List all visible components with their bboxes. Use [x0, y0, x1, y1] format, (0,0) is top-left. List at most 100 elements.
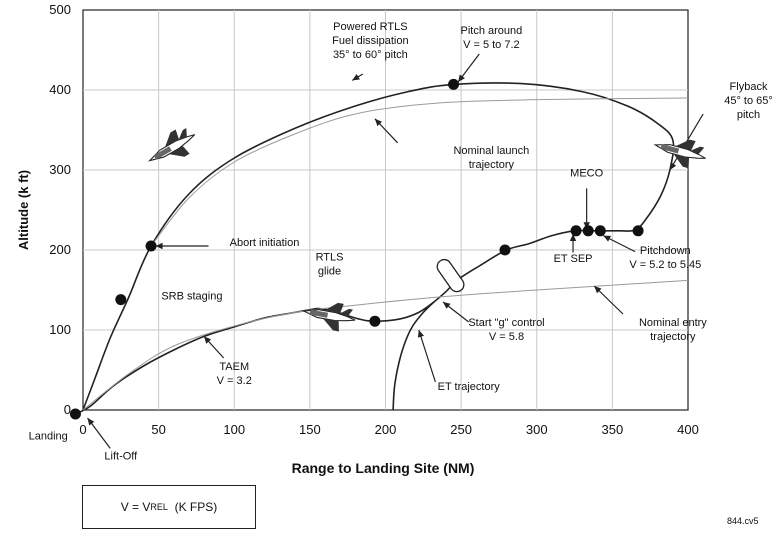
orbiter-bay [660, 144, 680, 154]
orbiter-bay [309, 309, 329, 318]
orbiter-wing [675, 139, 696, 151]
leader-arrowhead [374, 118, 382, 127]
legend-unit: (K FPS) [174, 500, 218, 514]
annotation-line: Flyback [730, 81, 768, 93]
annotation-label: ET trajectory [438, 381, 501, 393]
annotation-line: V = 5.8 [489, 331, 524, 343]
x-tick-label: 250 [450, 422, 472, 437]
leader-arrowhead [603, 235, 611, 242]
event-marker [145, 240, 157, 252]
annotation-label: TAEM V = 3.2 [217, 361, 252, 387]
leader-arrowhead [669, 162, 677, 170]
x-tick-label: 150 [299, 422, 321, 437]
series-line-nominal-entry [82, 279, 689, 411]
annotation-label: Lift-Off [104, 451, 138, 463]
orbiter-tail [178, 127, 187, 140]
x-tick-label: 300 [526, 422, 548, 437]
annotation-label: Start "g" control V = 5.8 [468, 317, 544, 343]
leader-arrowhead [204, 336, 212, 344]
annotation-label: ET SEP [554, 253, 593, 265]
x-tick-label: 100 [223, 422, 245, 437]
annotation-label: Powered RTLS Fuel dissipation 35° to 60° p… [332, 21, 408, 61]
annotation-line: Landing [29, 431, 68, 443]
y-tick-label: 0 [64, 402, 71, 417]
event-marker [570, 225, 582, 237]
annotation-line: Start "g" control [468, 317, 544, 329]
annotation-label: MECO [570, 167, 603, 179]
x-tick-label: 200 [375, 422, 397, 437]
annotation-labels: Powered RTLS Fuel dissipation 35° to 60° p… [29, 21, 773, 463]
event-marker [115, 294, 127, 306]
annotation-line: glide [318, 265, 341, 277]
event-marker [448, 78, 460, 90]
series-line-powered [82, 82, 675, 411]
annotation-line: V = 3.2 [217, 375, 252, 387]
x-tick-label: 400 [677, 422, 699, 437]
annotation-label: Landing [29, 431, 68, 443]
x-tick-label: 350 [602, 422, 624, 437]
annotation-line: Nominal entry [639, 317, 707, 329]
series-line-glide [75, 307, 318, 415]
event-markers [69, 78, 644, 420]
figure-id: 844.cv5 [727, 516, 759, 526]
annotation-label: Nominal launch trajectory [453, 145, 529, 171]
leader-arrowhead [87, 418, 95, 426]
annotation-line: TAEM [219, 361, 249, 373]
y-tick-label: 500 [49, 2, 71, 17]
event-marker [582, 225, 594, 237]
axes: 0 50 100 150 200 250 300 350 400 0 100 200 300 400 500 [49, 2, 699, 437]
event-marker [369, 315, 381, 327]
annotation-label: Pitch around V = 5 to 7.2 [460, 25, 522, 51]
annotation-line: trajectory [650, 331, 696, 343]
annotation-line: Nominal launch [453, 145, 529, 157]
leader-arrowhead [443, 302, 451, 309]
orbiter-wing [324, 302, 344, 314]
orbiter-wing [673, 153, 690, 169]
orbiter-icon [653, 139, 706, 169]
event-marker [499, 244, 511, 256]
legend-subscript: REL [150, 502, 168, 512]
y-tick-label: 400 [49, 82, 71, 97]
annotation-line: trajectory [469, 159, 515, 171]
annotation-line: Fuel dissipation [332, 35, 408, 47]
annotation-line: ET SEP [554, 253, 593, 265]
annotation-line: Pitchdown [640, 245, 691, 257]
series-line-nominal-launch [150, 97, 689, 247]
leader-arrowhead [458, 74, 465, 82]
annotation-line: Powered RTLS [333, 21, 407, 33]
annotation-label: SRB staging [161, 291, 222, 303]
y-axis-label: Altitude (k ft) [16, 170, 31, 250]
annotation-line: ET trajectory [438, 381, 501, 393]
leader-line [418, 329, 436, 383]
annotation-line: SRB staging [161, 291, 222, 303]
annotation-line: 35° to 60° pitch [333, 49, 408, 61]
orbiter-wing [165, 129, 179, 148]
annotation-line: pitch [737, 109, 760, 121]
orbiter-bay [153, 146, 172, 160]
x-tick-label: 50 [151, 422, 165, 437]
vehicle-icons [147, 127, 706, 332]
annotation-line: Pitch around [460, 25, 522, 37]
orbiter-icon [147, 127, 196, 162]
orbiter-icon [301, 302, 356, 332]
annotation-label: Pitchdown V = 5.2 to 5.45 [629, 245, 701, 271]
x-axis-label: Range to Landing Site (NM) [292, 460, 475, 476]
legend-box: V = V REL (K FPS) [82, 485, 256, 529]
annotation-line: MECO [570, 167, 603, 179]
annotation-leaders [87, 53, 704, 449]
annotation-label: RTLS glide [316, 251, 344, 277]
event-marker [69, 408, 81, 420]
orbiter-tail [691, 146, 705, 155]
legend-velocity-label: V = V [120, 500, 151, 514]
external-tank-icon [436, 258, 465, 293]
annotation-label: Nominal entry trajectory [639, 317, 707, 343]
annotation-line: V = 5.2 to 5.45 [629, 259, 701, 271]
event-marker [632, 225, 644, 237]
external-tank-body [436, 258, 465, 293]
annotation-label: Abort initiation [230, 237, 300, 249]
trajectory-lines [75, 82, 689, 415]
annotation-line: Lift-Off [104, 451, 138, 463]
orbiter-wing [322, 318, 339, 332]
event-marker [594, 225, 606, 237]
